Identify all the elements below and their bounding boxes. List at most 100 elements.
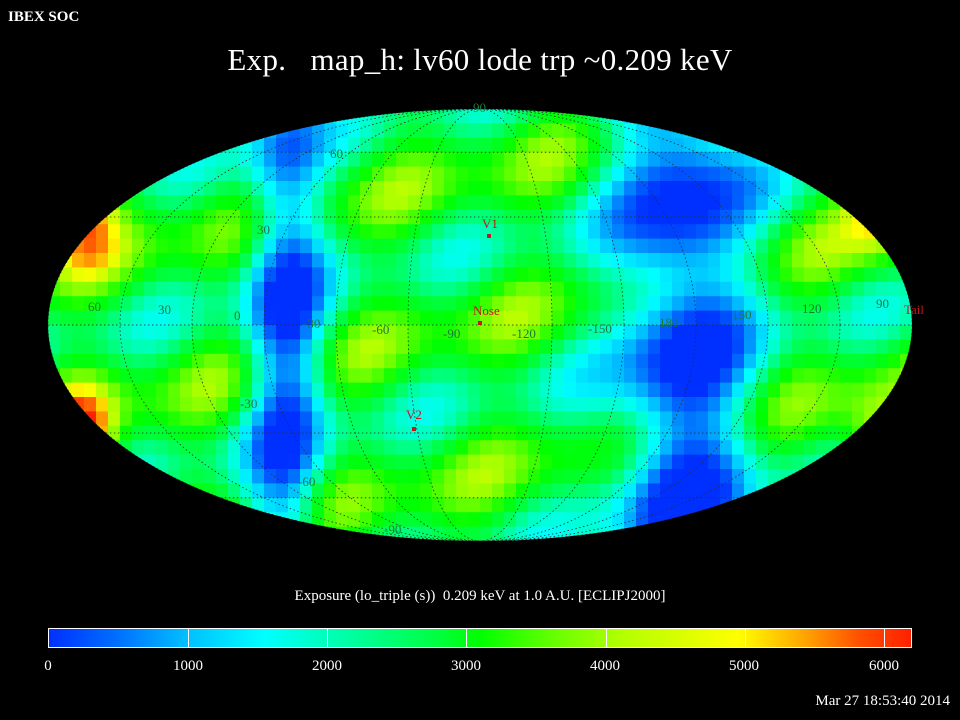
map-cell [156,397,169,412]
map-cell [768,497,781,513]
lon-label-neg30: -30 [303,316,320,331]
map-cell [108,253,121,268]
map-cell [600,397,613,412]
map-cell [600,411,613,427]
map-cell [60,109,73,124]
map-cell [780,339,793,355]
map-cell [828,267,841,283]
map-cell [252,368,265,384]
map-cell [312,368,325,384]
map-cell [264,454,277,470]
map-cell [168,152,181,168]
map-cell [348,267,361,283]
map-cell [564,181,577,196]
map-cell [720,397,733,412]
map-cell [648,325,661,340]
map-cell [156,281,169,297]
map-cell [720,195,733,211]
map-cell [420,310,433,326]
map-cell [540,526,553,541]
map-cell [384,512,397,528]
map-cell [624,397,637,412]
map-cell [240,296,253,312]
map-cell [132,224,145,240]
map-cell [240,497,253,513]
map-cell [168,512,181,528]
map-cell [144,397,157,412]
map-cell [60,497,73,513]
map-cell [900,353,912,369]
map-cell [216,325,229,340]
map-cell [372,497,385,513]
map-cell [708,224,721,240]
map-cell [300,382,313,398]
map-cell [840,483,853,499]
map-cell [516,397,529,412]
map-cell [396,411,409,427]
map-cell [180,238,193,254]
map-cell [600,310,613,326]
map-cell [564,382,577,398]
map-cell [60,253,73,268]
map-cell [828,411,841,427]
map-cell [348,325,361,340]
map-cell [216,137,229,153]
map-cell [456,512,469,528]
map-cell [468,109,481,124]
map-cell [840,296,853,312]
map-cell [96,382,109,398]
marker-nose-label: Nose [473,303,500,318]
map-cell [48,512,61,528]
map-cell [336,310,349,326]
map-cell [852,166,865,182]
map-cell [516,411,529,427]
map-cell [756,238,769,254]
map-cell [708,253,721,268]
map-cell [48,281,61,297]
map-cell [156,339,169,355]
map-cell [372,195,385,211]
map-cell [312,137,325,153]
map-cell [264,109,277,124]
map-cell [636,152,649,168]
map-cell [852,512,865,528]
map-cell [576,123,589,139]
map-cell [852,397,865,412]
map-cell [336,512,349,528]
map-cell [276,310,289,326]
map-cell [552,267,565,283]
map-cell [240,109,253,124]
map-cell [312,526,325,541]
map-cell [612,339,625,355]
map-cell [756,454,769,470]
map-cell [876,397,889,412]
map-cell [288,137,301,153]
map-cell [672,397,685,412]
map-cell [756,181,769,196]
map-cell [276,483,289,499]
map-cell [396,483,409,499]
map-cell [720,238,733,254]
map-cell [540,339,553,355]
map-cell [756,253,769,268]
map-cell [744,353,757,369]
map-cell [780,411,793,427]
map-cell [840,238,853,254]
map-cell [444,109,457,124]
map-cell [180,123,193,139]
map-cell [516,497,529,513]
map-cell [132,411,145,427]
map-cell [144,353,157,369]
map-cell [96,497,109,513]
map-cell [888,181,901,196]
map-cell [96,253,109,268]
map-cell [768,267,781,283]
map-cell [516,454,529,470]
map-cell [588,152,601,168]
map-cell [204,281,217,297]
map-cell [648,469,661,484]
map-cell [648,339,661,355]
map-cell [168,325,181,340]
map-cell [552,152,565,168]
map-cell [840,353,853,369]
